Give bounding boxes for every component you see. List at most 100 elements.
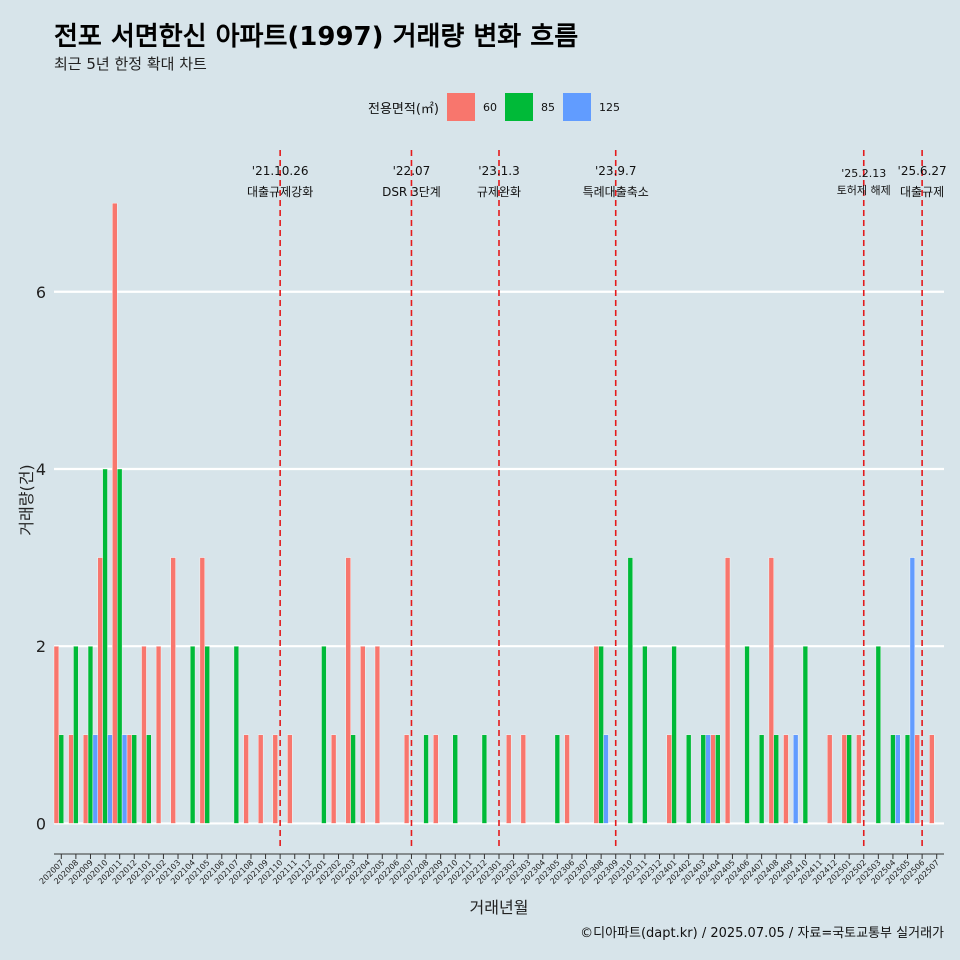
legend-item-85: 85 [504,93,555,121]
legend-item-60: 60 [446,93,497,121]
bar-85-202501 [846,734,852,824]
bar-60-202010 [97,557,103,824]
bar-60-202109 [258,734,264,824]
bar-85-202012 [131,734,137,824]
bar-60-202203 [345,557,351,824]
legend-swatch-85 [504,93,533,121]
bar-85-202201 [321,646,327,824]
bar-85-202011 [117,468,123,824]
event-date-4: '25.2.13 [841,167,886,180]
bar-85-202007 [58,734,64,824]
y-tick-label-6: 6 [36,283,46,302]
event-label-3: 특례대출축소 [583,185,649,199]
bar-85-202105 [204,646,210,824]
bar-60-202102 [155,646,162,824]
bar-85-202203 [350,734,356,824]
x-axis-title: 거래년월 [470,898,529,917]
event-label-1: DSR 3단계 [382,185,441,199]
bar-60-202108 [243,734,249,824]
bar-60-202111 [287,734,293,824]
bar-125-202011 [121,734,128,824]
bar-60-202501 [841,734,847,824]
legend-item-125: 125 [562,93,620,121]
bar-60-202308 [593,646,599,824]
legend-swatch-60 [446,93,475,121]
bar-60-202302 [506,734,512,824]
y-tick-label-2: 2 [36,637,46,656]
bar-125-202505 [909,557,916,824]
bar-85-202008 [73,646,79,824]
bar-60-202105 [199,557,205,824]
bar-85-202101 [146,734,152,824]
event-date-0: '21.10.26 [252,164,309,178]
event-date-1: '22.07 [393,164,431,178]
y-tick-label-0: 0 [36,814,46,833]
bar-85-202208 [423,734,429,824]
bar-60-202011 [112,202,118,824]
bar-85-202009 [87,646,94,824]
bar-85-202408 [773,734,779,824]
legend-label-125: 125 [598,100,620,114]
event-date-2: '23.1.3 [478,164,519,178]
bar-85-202107 [233,646,240,824]
legend-label-60: 60 [482,100,497,114]
bar-85-202210 [452,734,458,824]
bar-85-202407 [758,734,765,824]
bar-85-202503 [875,646,881,824]
bar-60-202205 [374,646,381,824]
bar-85-202104 [189,646,196,824]
legend-title: 전용면적(㎡) [368,101,439,117]
bar-85-202305 [554,734,560,824]
bar-60-202207 [403,734,410,824]
bar-60-202401 [666,734,672,824]
bar-60-202202 [331,734,337,824]
bar-85-202310 [627,557,633,824]
bar-85-202406 [744,646,750,824]
bar-85-202505 [904,734,911,824]
bar-125-202009 [92,734,98,824]
bar-60-202103 [170,557,176,824]
bar-60-202204 [360,646,366,824]
bar-125-202010 [107,734,113,824]
bar-125-202409 [793,734,799,824]
bar-85-202308 [598,646,604,824]
bar-60-202008 [68,734,74,824]
bar-85-202401 [671,646,677,824]
bar-60-202303 [520,734,526,824]
legend-label-85: 85 [540,100,555,114]
bar-85-202010 [102,468,108,824]
bar-60-202209 [433,734,439,824]
legend-swatch-125 [562,93,591,121]
bar-60-202009 [82,734,89,824]
bar-85-202311 [642,646,648,824]
event-date-5: '25.6.27 [898,164,947,178]
bar-85-202404 [715,734,721,824]
bar-60-202405 [724,557,731,824]
event-label-0: 대출규제강화 [247,185,313,199]
y-tick-label-4: 4 [36,460,46,479]
bar-85-202402 [686,734,692,824]
bar-60-202506 [914,734,920,824]
bar-85-202403 [700,734,706,824]
legend: 전용면적(㎡) 60 85 125 [368,92,628,122]
bar-60-202007 [53,646,60,824]
bar-125-202308 [603,734,609,824]
bar-60-202412 [827,734,833,824]
bar-60-202502 [856,734,862,824]
event-label-5: 대출규제 [900,185,944,199]
bar-125-202403 [705,734,711,824]
event-date-3: '23.9.7 [595,164,636,178]
bar-125-202504 [895,734,901,824]
event-label-4: 토허제 해제 [837,183,891,197]
bar-60-202409 [783,734,789,824]
bar-60-202507 [929,734,935,824]
event-label-2: 규제완화 [477,185,521,199]
bar-60-202012 [126,734,133,824]
bar-85-202504 [890,734,896,824]
bar-85-202212 [481,734,488,824]
bar-60-202101 [141,646,147,824]
bar-85-202410 [802,646,809,824]
source-caption: ©디아파트(dapt.kr) / 2025.07.05 / 자료=국토교통부 실… [580,926,944,941]
y-axis-title: 거래량(건) [17,464,36,535]
